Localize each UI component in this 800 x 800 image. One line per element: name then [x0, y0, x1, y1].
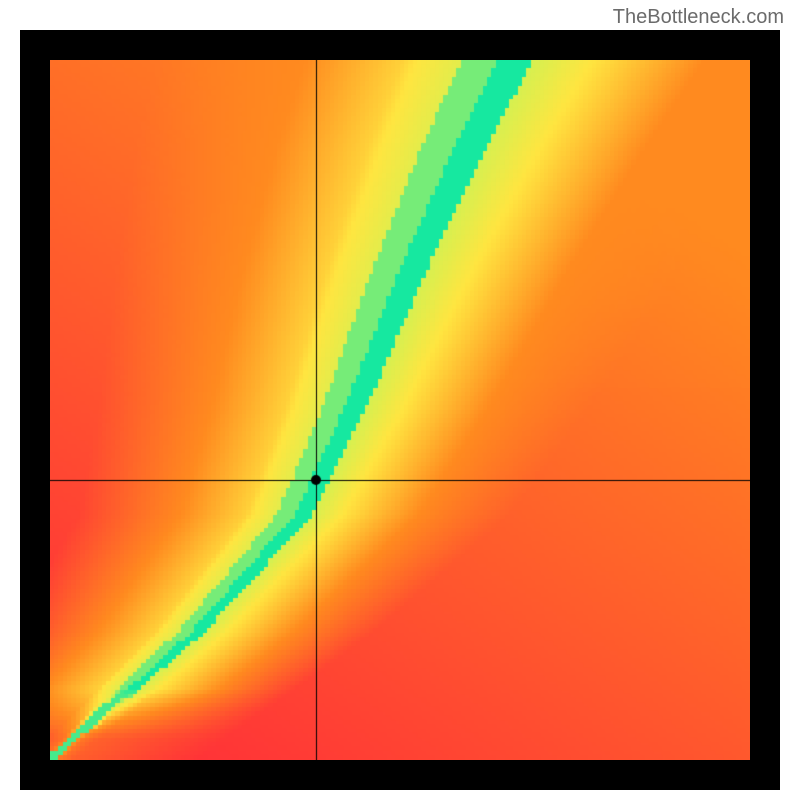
chart-container: TheBottleneck.com [0, 0, 800, 800]
watermark-text: TheBottleneck.com [613, 6, 784, 29]
heatmap-canvas [50, 60, 750, 760]
plot-frame [20, 30, 780, 790]
